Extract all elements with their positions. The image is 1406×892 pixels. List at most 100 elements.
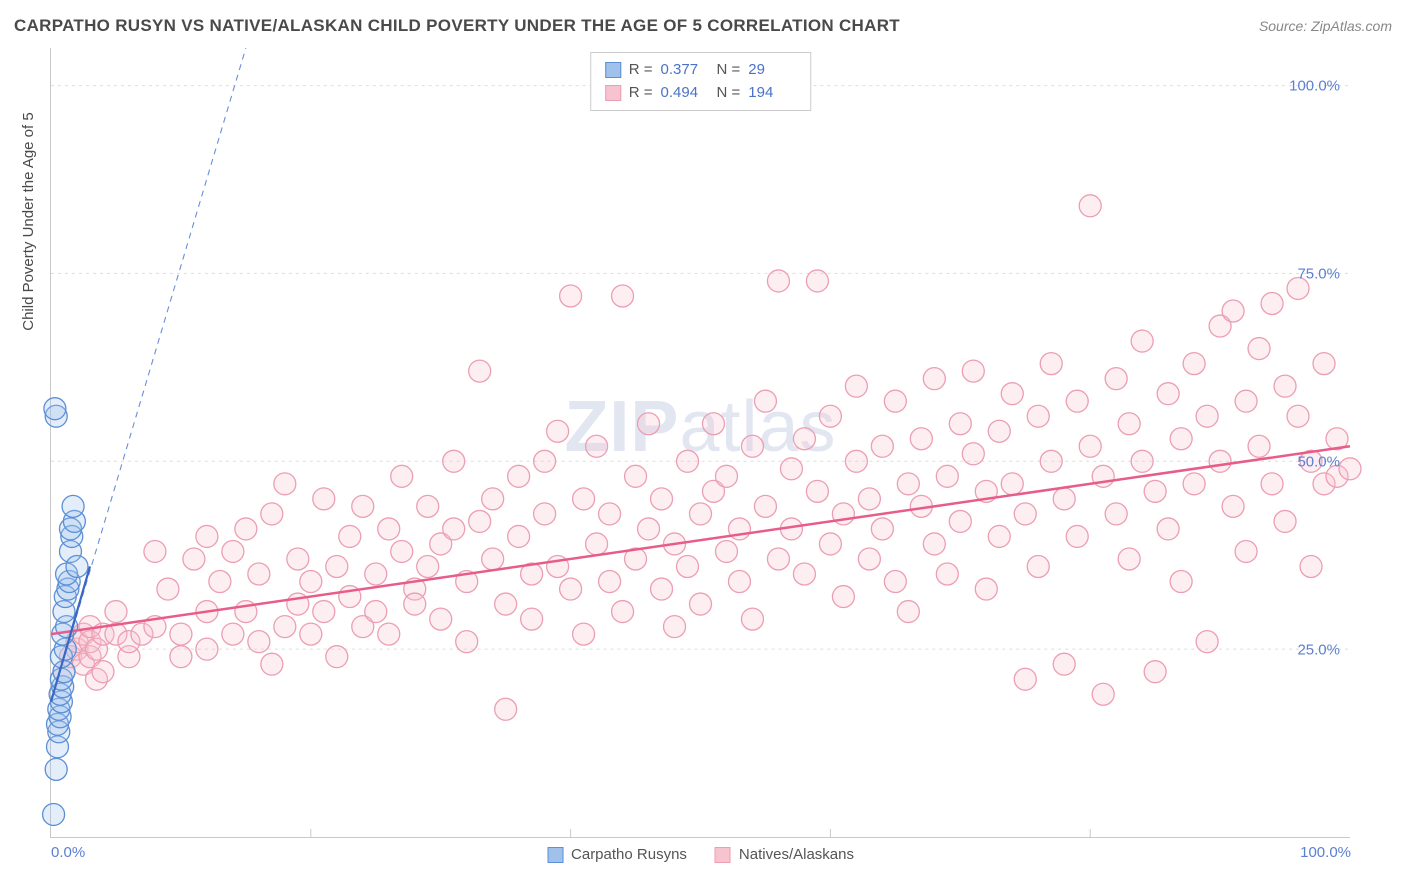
data-point (741, 608, 763, 630)
data-point (780, 458, 802, 480)
data-point (1066, 390, 1088, 412)
data-point (1222, 495, 1244, 517)
data-point (248, 563, 270, 585)
data-point (728, 571, 750, 593)
data-point (404, 593, 426, 615)
data-point (339, 525, 361, 547)
data-point (677, 555, 699, 577)
data-point (1313, 353, 1335, 375)
data-point (92, 661, 114, 683)
data-point (651, 578, 673, 600)
data-point (677, 450, 699, 472)
data-point (1027, 555, 1049, 577)
data-point (66, 555, 88, 577)
data-point (1144, 480, 1166, 502)
data-point (1053, 653, 1075, 675)
swatch-series-b (605, 85, 621, 101)
data-point (962, 360, 984, 382)
data-point (936, 465, 958, 487)
data-point (521, 608, 543, 630)
data-point (962, 443, 984, 465)
data-point (1248, 338, 1270, 360)
legend-label-b: Natives/Alaskans (739, 846, 854, 863)
data-point (845, 450, 867, 472)
data-point (1014, 503, 1036, 525)
data-point (1040, 353, 1062, 375)
data-point (105, 601, 127, 623)
data-point (936, 563, 958, 585)
data-point (443, 450, 465, 472)
data-point (1053, 488, 1075, 510)
bottom-legend: Carpatho Rusyns Natives/Alaskans (547, 846, 854, 863)
data-point (1300, 555, 1322, 577)
data-point (248, 631, 270, 653)
plot-svg (51, 48, 1350, 837)
data-point (819, 405, 841, 427)
data-point (391, 465, 413, 487)
data-point (1092, 683, 1114, 705)
data-point (1183, 473, 1205, 495)
data-point (586, 533, 608, 555)
data-point (170, 623, 192, 645)
data-point (469, 360, 491, 382)
data-point (62, 495, 84, 517)
data-point (469, 510, 491, 532)
data-point (1131, 450, 1153, 472)
data-point (1287, 405, 1309, 427)
data-point (845, 375, 867, 397)
data-point (988, 525, 1010, 547)
data-point (1118, 413, 1140, 435)
data-point (715, 465, 737, 487)
data-point (508, 465, 530, 487)
data-point (1079, 435, 1101, 457)
data-point (508, 525, 530, 547)
data-point (638, 413, 660, 435)
data-point (858, 548, 880, 570)
data-point (378, 518, 400, 540)
data-point (1066, 525, 1088, 547)
source-label: Source: ZipAtlas.com (1259, 18, 1392, 34)
data-point (573, 488, 595, 510)
legend-item-b: Natives/Alaskans (715, 846, 854, 863)
data-point (44, 398, 66, 420)
data-point (1196, 405, 1218, 427)
data-point (222, 540, 244, 562)
data-point (1261, 473, 1283, 495)
data-point (1248, 435, 1270, 457)
ytick-label: 50.0% (1297, 453, 1340, 470)
y-axis-label: Child Poverty Under the Age of 5 (20, 112, 37, 330)
data-point (1183, 353, 1205, 375)
data-point (1157, 383, 1179, 405)
data-point (599, 503, 621, 525)
legend-swatch-b (715, 847, 731, 863)
data-point (183, 548, 205, 570)
data-point (157, 578, 179, 600)
data-point (638, 518, 660, 540)
data-point (456, 631, 478, 653)
data-point (767, 270, 789, 292)
data-point (1118, 548, 1140, 570)
data-point (975, 578, 997, 600)
stats-row-b: R = 0.494 N = 194 (605, 82, 797, 105)
swatch-series-a (605, 62, 621, 78)
data-point (1157, 518, 1179, 540)
data-point (534, 503, 556, 525)
ytick-label: 100.0% (1289, 77, 1340, 94)
data-point (1235, 540, 1257, 562)
xtick-label: 0.0% (51, 844, 85, 861)
title-bar: CARPATHO RUSYN VS NATIVE/ALASKAN CHILD P… (14, 16, 1392, 36)
data-point (586, 435, 608, 457)
data-point (793, 563, 815, 585)
data-point (897, 473, 919, 495)
data-point (1170, 428, 1192, 450)
data-point (858, 488, 880, 510)
data-point (1261, 292, 1283, 314)
data-point (1209, 450, 1231, 472)
data-point (196, 638, 218, 660)
data-point (1339, 458, 1361, 480)
data-point (741, 435, 763, 457)
data-point (313, 488, 335, 510)
data-point (573, 623, 595, 645)
data-point (910, 428, 932, 450)
data-point (871, 435, 893, 457)
